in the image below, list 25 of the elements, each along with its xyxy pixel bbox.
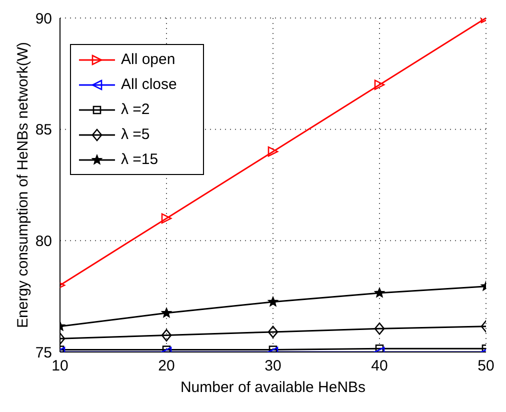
y-tick-label: 90 xyxy=(35,10,52,28)
x-axis-title: Number of available HeNBs xyxy=(180,379,366,396)
point xyxy=(268,326,278,338)
point xyxy=(374,322,385,335)
x-tick-label: 40 xyxy=(371,358,388,375)
y-tick-label: 80 xyxy=(35,232,52,250)
legend-label: λ =2 xyxy=(121,101,150,118)
point xyxy=(161,308,172,318)
x-tick-label: 30 xyxy=(264,358,282,375)
x-tick-label: 10 xyxy=(52,358,68,375)
legend-label: λ =5 xyxy=(121,126,150,143)
y-tick-label: 75 xyxy=(35,344,52,362)
point xyxy=(268,296,278,306)
point xyxy=(374,288,385,298)
legend-label: λ =15 xyxy=(121,151,158,168)
y-axis-title: Energy consumption of HeNBs network(W) xyxy=(14,42,32,328)
y-tick-label: 85 xyxy=(35,122,52,139)
point xyxy=(161,213,172,224)
legend-label: All close xyxy=(121,76,177,93)
point xyxy=(374,80,385,90)
x-tick-label: 20 xyxy=(158,358,175,375)
legend-label: All open xyxy=(121,51,176,68)
point xyxy=(161,329,172,342)
point xyxy=(268,146,278,157)
x-tick-label: 50 xyxy=(478,358,494,375)
